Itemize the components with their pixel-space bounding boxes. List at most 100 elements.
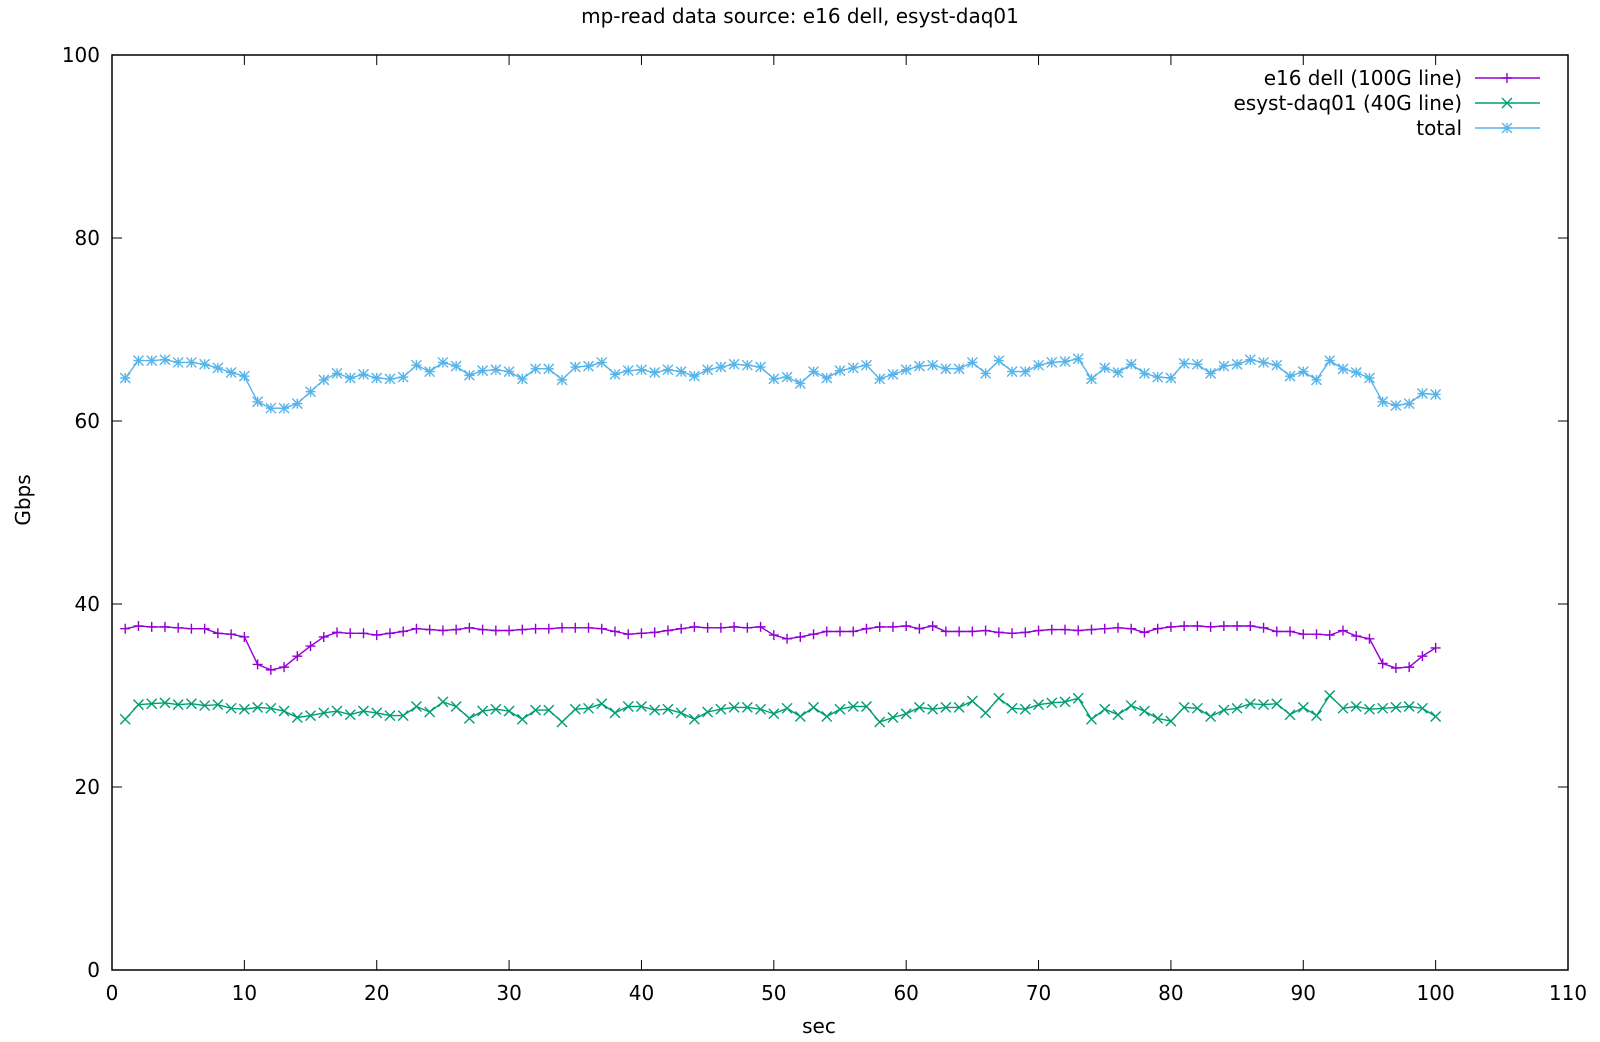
data-point	[1072, 692, 1084, 704]
data-point	[1086, 624, 1097, 635]
data-point	[913, 360, 925, 372]
data-point	[676, 623, 687, 634]
data-point	[808, 629, 819, 640]
data-point	[1033, 625, 1044, 636]
data-point	[159, 621, 170, 632]
data-point	[848, 626, 859, 637]
data-point	[808, 701, 820, 713]
data-point	[397, 371, 409, 383]
data-point	[543, 623, 554, 634]
data-point	[675, 366, 687, 378]
data-point	[450, 700, 462, 712]
data-point	[199, 700, 211, 712]
data-point	[900, 708, 912, 720]
data-point	[345, 628, 356, 639]
y-tick-label: 100	[62, 43, 100, 67]
y-tick-label: 40	[75, 592, 100, 616]
data-point	[212, 362, 224, 374]
data-point	[278, 705, 290, 717]
data-point	[860, 700, 872, 712]
data-point	[371, 630, 382, 641]
data-point	[1231, 702, 1243, 714]
legend-marker	[1501, 122, 1513, 134]
data-point	[146, 355, 158, 367]
data-point	[1363, 703, 1375, 715]
data-point	[371, 707, 383, 719]
data-point	[1112, 709, 1124, 721]
data-point	[1125, 358, 1137, 370]
data-point	[1430, 642, 1441, 653]
data-point	[1377, 658, 1388, 669]
data-point	[649, 627, 660, 638]
data-point	[265, 702, 277, 714]
data-point	[410, 359, 422, 371]
data-point	[1178, 357, 1190, 369]
data-point	[1403, 398, 1415, 410]
data-point	[702, 622, 713, 633]
data-point	[1285, 626, 1296, 637]
data-point	[1232, 620, 1243, 631]
data-point	[199, 358, 211, 370]
data-point	[516, 713, 528, 725]
data-point	[635, 700, 647, 712]
data-point	[212, 628, 223, 639]
data-point	[914, 623, 925, 634]
data-point	[623, 629, 634, 640]
data-point	[424, 706, 436, 718]
data-point	[1258, 699, 1270, 711]
data-point	[252, 659, 263, 670]
data-point	[901, 620, 912, 631]
series-line	[124, 358, 1436, 409]
data-point	[1364, 633, 1375, 644]
data-point	[1152, 623, 1163, 634]
data-point	[556, 716, 568, 728]
data-point	[887, 368, 899, 380]
data-point	[1112, 622, 1123, 633]
data-point	[132, 355, 144, 367]
data-point	[715, 622, 726, 633]
data-point	[1006, 702, 1018, 714]
data-point	[477, 624, 488, 635]
x-tick-label: 50	[761, 981, 786, 1005]
y-tick-label: 20	[75, 775, 100, 799]
data-point	[1165, 621, 1176, 632]
y-tick-label: 0	[87, 958, 100, 982]
data-point	[173, 622, 184, 633]
data-point	[940, 701, 952, 713]
x-tick-label: 30	[496, 981, 521, 1005]
data-point	[768, 630, 779, 641]
data-point	[569, 361, 581, 373]
data-point	[1218, 620, 1229, 631]
data-point	[1205, 367, 1217, 379]
data-point	[940, 363, 952, 375]
data-point	[133, 620, 144, 631]
data-point	[688, 370, 700, 382]
y-axis-ticks: 0 20 40 60 80 100	[62, 43, 1568, 982]
data-point	[1311, 629, 1322, 640]
data-point	[821, 372, 833, 384]
data-point	[384, 373, 396, 385]
data-point	[1284, 370, 1296, 382]
y-tick-label: 60	[75, 409, 100, 433]
x-tick-label: 60	[893, 981, 918, 1005]
data-point	[1138, 705, 1150, 717]
data-point	[583, 622, 594, 633]
data-point	[808, 366, 820, 378]
data-point	[1258, 356, 1270, 368]
data-point	[305, 386, 317, 398]
series-line	[124, 694, 1436, 723]
data-point	[318, 374, 330, 386]
data-point	[596, 698, 608, 710]
data-point	[1337, 702, 1349, 714]
data-point	[609, 368, 621, 380]
data-point	[1019, 703, 1031, 715]
data-point	[1284, 709, 1296, 721]
x-tick-label: 100	[1417, 981, 1455, 1005]
data-point	[689, 621, 700, 632]
data-point	[675, 707, 687, 719]
data-point	[490, 364, 502, 376]
data-point	[279, 662, 290, 673]
x-tick-label: 40	[629, 981, 654, 1005]
data-point	[821, 711, 833, 723]
data-point	[146, 621, 157, 632]
